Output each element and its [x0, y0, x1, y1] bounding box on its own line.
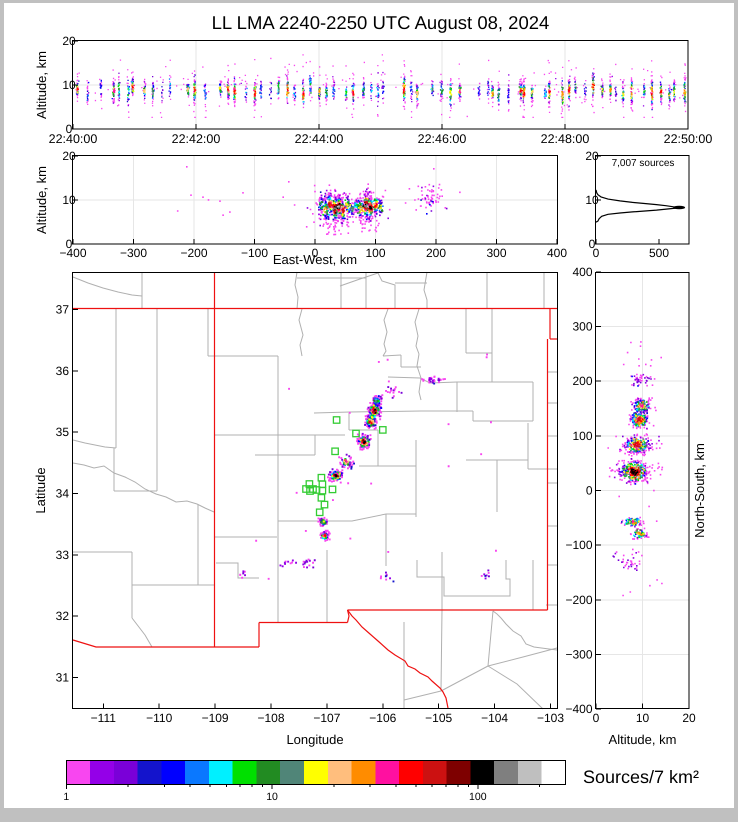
svg-text:32: 32 — [56, 609, 70, 623]
svg-text:−108: −108 — [257, 711, 284, 725]
svg-text:−104: −104 — [481, 711, 508, 725]
svg-text:−200: −200 — [180, 246, 207, 260]
svg-text:200: 200 — [426, 246, 446, 260]
svg-text:22:48:00: 22:48:00 — [541, 132, 590, 146]
svg-text:−200: −200 — [565, 593, 592, 607]
svg-text:22:50:00: 22:50:00 — [664, 132, 713, 146]
svg-text:31: 31 — [56, 670, 70, 684]
svg-text:−107: −107 — [313, 711, 340, 725]
svg-text:−100: −100 — [241, 246, 268, 260]
svg-text:300: 300 — [486, 246, 506, 260]
svg-text:400: 400 — [547, 246, 567, 260]
svg-text:200: 200 — [572, 374, 592, 388]
svg-text:22:40:00: 22:40:00 — [49, 132, 98, 146]
svg-text:33: 33 — [56, 548, 70, 562]
svg-text:0: 0 — [589, 237, 596, 251]
svg-text:Altitude, km: Altitude, km — [34, 51, 49, 119]
svg-text:0: 0 — [593, 711, 600, 725]
svg-text:−300: −300 — [120, 246, 147, 260]
svg-text:−109: −109 — [202, 711, 229, 725]
svg-text:22:46:00: 22:46:00 — [418, 132, 467, 146]
svg-text:100: 100 — [572, 429, 592, 443]
svg-text:10: 10 — [636, 711, 650, 725]
svg-text:North-South, km: North-South, km — [692, 443, 707, 538]
svg-text:34: 34 — [56, 487, 70, 501]
svg-text:300: 300 — [572, 320, 592, 334]
svg-text:20: 20 — [62, 149, 76, 163]
svg-text:−103: −103 — [537, 711, 564, 725]
svg-text:10: 10 — [266, 791, 278, 803]
svg-text:LL LMA 2240-2250 UTC August 08: LL LMA 2240-2250 UTC August 08, 2024 — [212, 12, 550, 33]
svg-text:37: 37 — [56, 303, 70, 317]
svg-text:−111: −111 — [91, 711, 117, 725]
svg-text:0: 0 — [66, 237, 73, 251]
svg-text:7,007 sources: 7,007 sources — [612, 158, 675, 169]
svg-text:−100: −100 — [565, 538, 592, 552]
svg-text:20: 20 — [682, 711, 696, 725]
svg-text:0: 0 — [586, 484, 593, 498]
svg-text:10: 10 — [62, 78, 76, 92]
svg-text:22:44:00: 22:44:00 — [295, 132, 344, 146]
svg-text:1: 1 — [63, 791, 69, 803]
svg-text:East-West, km: East-West, km — [273, 252, 357, 267]
svg-text:Latitude: Latitude — [33, 467, 48, 513]
svg-text:Longitude: Longitude — [286, 732, 343, 747]
svg-text:−400: −400 — [565, 702, 592, 716]
svg-text:500: 500 — [649, 246, 669, 260]
svg-text:22:42:00: 22:42:00 — [172, 132, 221, 146]
svg-text:−105: −105 — [425, 711, 452, 725]
svg-text:0: 0 — [312, 246, 319, 260]
svg-text:−110: −110 — [146, 711, 172, 725]
svg-text:20: 20 — [62, 34, 76, 48]
svg-text:10: 10 — [62, 193, 76, 207]
svg-text:−400: −400 — [59, 246, 86, 260]
svg-text:100: 100 — [365, 246, 385, 260]
svg-text:Altitude, km: Altitude, km — [34, 166, 49, 234]
svg-text:20: 20 — [585, 149, 599, 163]
svg-text:Sources/7 km²: Sources/7 km² — [583, 767, 699, 787]
svg-text:35: 35 — [56, 425, 70, 439]
svg-text:400: 400 — [572, 265, 592, 279]
svg-text:10: 10 — [585, 193, 599, 207]
svg-text:−300: −300 — [565, 647, 592, 661]
svg-text:100: 100 — [469, 791, 487, 803]
svg-text:−106: −106 — [369, 711, 396, 725]
svg-text:Altitude, km: Altitude, km — [609, 732, 677, 747]
svg-text:0: 0 — [593, 246, 600, 260]
svg-text:36: 36 — [56, 364, 70, 378]
svg-text:0: 0 — [66, 122, 73, 136]
